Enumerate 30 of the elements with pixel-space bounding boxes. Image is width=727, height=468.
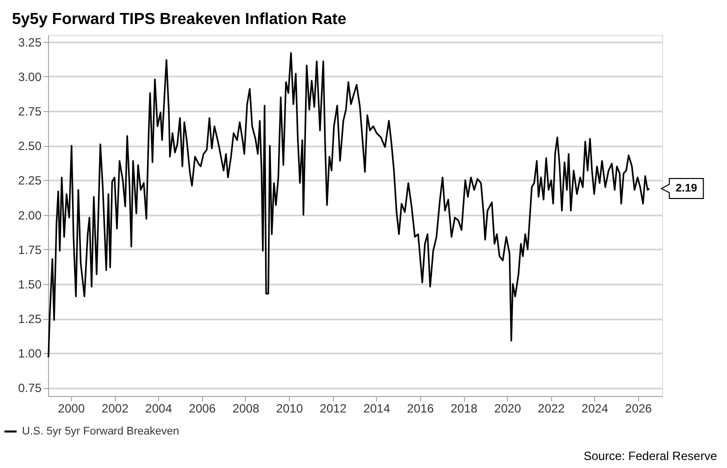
- x-tick-label: 2020: [494, 402, 522, 416]
- x-tick-label: 2004: [145, 402, 172, 416]
- x-tick-label: 2002: [102, 402, 129, 416]
- y-tick-label: 2.25: [18, 174, 42, 188]
- line-series: [48, 52, 650, 358]
- x-tick-label: 2022: [538, 402, 565, 416]
- y-tick-label: 3.00: [18, 70, 42, 84]
- y-tick-label: 1.00: [18, 346, 42, 361]
- y-tick-label: 2.50: [18, 139, 42, 154]
- annotation: 2.19: [676, 182, 698, 195]
- x-tick-label: 2014: [363, 402, 390, 416]
- legend-label: U.S. 5yr 5yr Forward Breakeven: [22, 426, 180, 438]
- y-tick-label: 2.75: [18, 104, 42, 119]
- y-tick-label: 1.50: [18, 277, 42, 292]
- x-tick-label: 2000: [58, 402, 86, 416]
- x-tick-label: 2006: [188, 402, 216, 416]
- x-tick-label: 2010: [276, 402, 304, 416]
- y-tick-label: 1.75: [18, 242, 42, 257]
- source-note: Source: Federal Reserve: [584, 449, 718, 463]
- x-tick-label: 2008: [232, 402, 260, 416]
- chart-title: 5y5y Forward TIPS Breakeven Inflation Rate: [12, 11, 346, 28]
- y-tick-label: 0.75: [18, 381, 42, 396]
- x-tick-label: 2016: [407, 402, 434, 416]
- x-tick-label: 2012: [320, 402, 347, 416]
- y-tick-label: 3.25: [18, 35, 42, 50]
- y-tick-label: 1.25: [18, 312, 42, 326]
- x-tick-label: 2018: [450, 402, 478, 416]
- y-tick-label: 2.00: [18, 208, 42, 222]
- x-tick-label: 2024: [582, 402, 609, 416]
- x-tick-label: 2026: [625, 402, 652, 416]
